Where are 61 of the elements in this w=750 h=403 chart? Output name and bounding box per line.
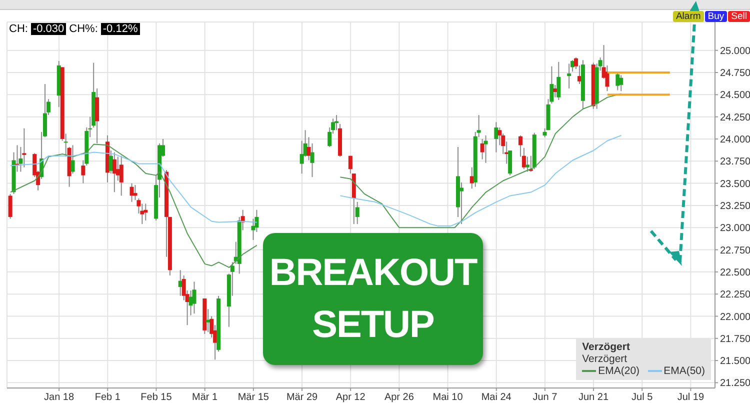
y-tick-label: 21.750 — [720, 334, 750, 345]
y-tick-label: 23.750 — [720, 156, 750, 168]
annotation: Verzögert — [582, 353, 628, 365]
x-tick-label: Mär 15 — [238, 392, 270, 403]
y-tick-label: 22.750 — [720, 245, 750, 256]
candlestick — [550, 66, 554, 104]
candlestick — [144, 203, 148, 222]
candlestick — [119, 155, 124, 196]
y-tick-label: 23.000 — [720, 223, 750, 234]
candlestick — [133, 184, 138, 201]
x-tick-label: Mär 29 — [286, 392, 318, 403]
x-tick-label: Jan 18 — [44, 392, 75, 403]
candlestick — [64, 133, 68, 158]
candlestick — [70, 144, 75, 174]
candlestick — [567, 63, 572, 89]
candlestick — [192, 281, 196, 314]
candlestick — [112, 152, 116, 193]
candlestick — [480, 138, 484, 160]
y-tick-label: 21.500 — [720, 356, 750, 368]
candlestick — [8, 193, 12, 220]
candlestick — [556, 61, 561, 100]
y-tick-label: 25.000 — [720, 46, 750, 57]
y-tick-label: 24.500 — [720, 90, 750, 102]
candlestick — [619, 74, 624, 92]
x-tick-label: Mär 1 — [192, 392, 218, 403]
legend-title: Verzögert — [582, 341, 631, 353]
x-tick-label: Feb 1 — [94, 392, 121, 403]
y-tick-label: 21.250 — [720, 378, 750, 390]
candlestick — [81, 160, 86, 184]
candlestick — [616, 72, 620, 91]
candlestick — [22, 128, 26, 168]
candlestick — [525, 156, 530, 172]
y-tick-label: 24.000 — [720, 134, 750, 146]
x-tick-label: Jun 7 — [532, 392, 558, 403]
candlestick — [355, 201, 360, 225]
legend-label: EMA(20) — [597, 365, 640, 377]
x-tick-label: Apr 26 — [384, 392, 414, 403]
x-tick-label: Mai 10 — [432, 392, 464, 403]
y-tick-label: 23.250 — [720, 200, 750, 212]
x-tick-label: Apr 12 — [336, 392, 366, 403]
text: Alarm — [672, 11, 704, 22]
annotation: CH: -0.030 — [9, 23, 66, 35]
candlestick — [484, 134, 488, 164]
x-tick-label: Jun 21 — [578, 392, 609, 403]
text: Sell — [728, 11, 750, 22]
y-tick-label: 24.250 — [720, 112, 750, 124]
annotation: BREAKOUT SETUP — [269, 251, 477, 348]
text: Buy — [704, 11, 728, 22]
y-tick-label: 23.500 — [720, 178, 750, 190]
candlestick — [494, 122, 498, 153]
y-tick-label: 22.000 — [720, 312, 750, 323]
y-tick-label: 24.750 — [720, 68, 750, 80]
x-tick-label: Feb 15 — [140, 392, 172, 403]
legend-label: EMA(50) — [662, 365, 705, 377]
y-tick-label: 22.500 — [720, 267, 750, 278]
y-tick-label: 22.250 — [720, 290, 750, 301]
candlestick — [95, 88, 100, 144]
x-tick-label: Jul 19 — [677, 392, 704, 403]
x-tick-label: Mai 24 — [481, 392, 512, 403]
annotation: CH%: -0.12% — [69, 23, 139, 35]
x-tick-label: Jul 5 — [632, 392, 654, 403]
